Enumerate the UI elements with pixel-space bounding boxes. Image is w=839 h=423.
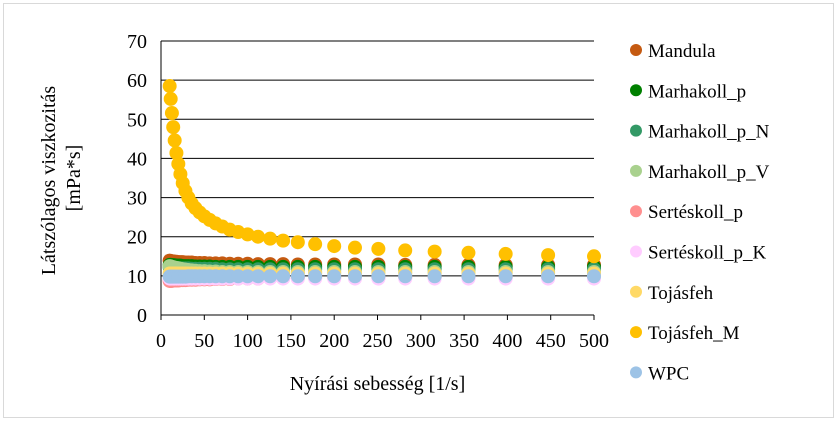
y-tick-label: 30 xyxy=(127,188,147,210)
legend-label-marhakoll-p: Marhakoll_p xyxy=(648,81,746,102)
point-toj-sfeh-m xyxy=(327,239,342,254)
legend-label-mandula: Mandula xyxy=(648,41,716,62)
point-toj-sfeh-m xyxy=(347,240,362,255)
legend-label-sert-skoll-p-k: Sertéskoll_p_K xyxy=(648,243,766,264)
y-tick-label: 70 xyxy=(127,31,147,53)
legend-marker-toj-sfeh xyxy=(630,285,642,298)
legend-label-marhakoll-p-n: Marhakoll_p_N xyxy=(648,122,770,143)
legend-label-marhakoll-p-v: Marhakoll_p_V xyxy=(648,162,770,183)
legend: Mandula Marhakoll_p Marhakoll_p_N Marhakoll… xyxy=(630,41,770,384)
point-wpc xyxy=(398,269,413,284)
point-toj-sfeh-m xyxy=(498,246,513,261)
point-toj-sfeh-m xyxy=(162,79,177,94)
point-toj-sfeh-m xyxy=(250,229,265,244)
y-axis-title-line-2: [mPa*s] xyxy=(63,145,85,212)
x-axis-title: Nyírási sebesség [1/s] xyxy=(290,373,466,395)
point-wpc xyxy=(498,269,513,284)
y-tick-label: 60 xyxy=(127,70,147,92)
point-wpc xyxy=(371,269,386,284)
y-tick-label: 50 xyxy=(127,109,147,131)
point-toj-sfeh-m xyxy=(398,243,413,258)
point-wpc xyxy=(276,269,291,284)
point-wpc xyxy=(347,269,362,284)
y-tick-label: 40 xyxy=(127,148,147,170)
legend-label-wpc: WPC xyxy=(648,363,689,384)
y-tick-label: 10 xyxy=(127,266,147,288)
point-toj-sfeh-m xyxy=(263,231,278,246)
point-toj-sfeh-m xyxy=(290,235,305,250)
point-wpc xyxy=(290,269,305,284)
axes: 0 10 20 30 40 50 60 70 0 50 100 150 200 250 300 350 400 4… xyxy=(127,31,609,352)
legend-marker-wpc xyxy=(630,366,642,379)
point-toj-sfeh-m xyxy=(276,233,291,248)
y-axis-title-line-1: Látszólagos viszkozitás xyxy=(38,86,60,276)
x-tick-label: 500 xyxy=(579,330,609,352)
y-tick-label: 0 xyxy=(137,305,147,327)
x-tick-label: 150 xyxy=(276,330,306,352)
point-wpc xyxy=(327,269,342,284)
point-wpc xyxy=(461,269,476,284)
point-toj-sfeh-m xyxy=(169,145,184,160)
legend-marker-sert-skoll-p xyxy=(630,205,642,218)
point-wpc xyxy=(263,269,278,284)
x-tick-label: 250 xyxy=(363,330,393,352)
y-tick-label: 20 xyxy=(127,227,147,249)
point-toj-sfeh-m xyxy=(163,91,178,106)
legend-marker-toj-sfeh-m xyxy=(630,326,642,339)
point-toj-sfeh-m xyxy=(166,120,181,135)
legend-marker-sert-skoll-p-k xyxy=(630,245,642,258)
point-toj-sfeh-m xyxy=(371,241,386,256)
legend-marker-marhakoll-p xyxy=(630,84,642,97)
point-toj-sfeh-m xyxy=(427,244,442,259)
x-tick-label: 300 xyxy=(406,330,436,352)
x-tick-label: 0 xyxy=(156,330,166,352)
x-tick-label: 400 xyxy=(492,330,522,352)
legend-label-sert-skoll-p: Sertéskoll_p xyxy=(648,202,743,223)
point-toj-sfeh-m xyxy=(164,106,179,121)
point-wpc xyxy=(427,269,442,284)
y-axis-title: Látszólagos viszkozitás [mPa*s] xyxy=(38,81,85,275)
legend-marker-marhakoll-p-n xyxy=(630,124,642,137)
data-points xyxy=(162,79,601,288)
x-tick-label: 100 xyxy=(233,330,263,352)
x-tick-label: 200 xyxy=(319,330,349,352)
legend-marker-marhakoll-p-v xyxy=(630,164,642,177)
point-wpc xyxy=(250,269,265,284)
point-toj-sfeh-m xyxy=(541,248,556,263)
point-wpc xyxy=(308,269,323,284)
x-tick-label: 350 xyxy=(449,330,479,352)
point-toj-sfeh-m xyxy=(587,249,601,264)
x-tick-label: 50 xyxy=(194,330,214,352)
point-wpc xyxy=(541,269,556,284)
point-wpc xyxy=(587,269,601,284)
point-toj-sfeh-m xyxy=(461,245,476,260)
legend-label-toj-sfeh-m: Tojásfeh_M xyxy=(648,323,740,344)
point-toj-sfeh-m xyxy=(308,237,323,252)
point-wpc xyxy=(240,269,255,284)
point-toj-sfeh-m xyxy=(167,133,182,148)
legend-marker-mandula xyxy=(630,44,642,56)
legend-label-toj-sfeh: Tojásfeh xyxy=(648,283,714,304)
x-tick-label: 450 xyxy=(536,330,566,352)
chart-frame xyxy=(3,3,834,418)
